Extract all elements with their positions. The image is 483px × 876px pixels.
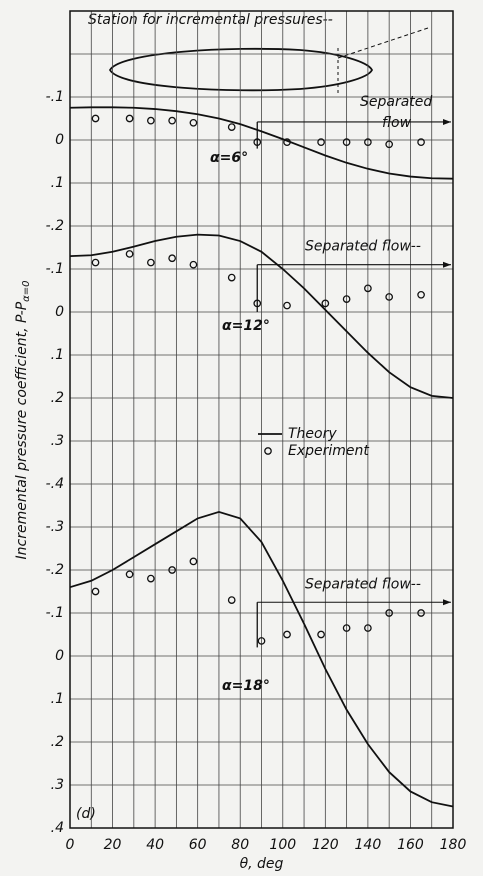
experiment-point: [385, 140, 394, 149]
separation-label: flow: [382, 115, 412, 131]
y-tick-label: .1: [51, 347, 64, 363]
y-tick-label: .4: [51, 820, 64, 836]
experiment-point: [147, 258, 155, 267]
station-leader: [337, 27, 429, 59]
experiment-point: [125, 570, 134, 579]
x-tick-label: 80: [231, 837, 249, 853]
y-tick-label: -.3: [46, 519, 64, 535]
experiment-point: [283, 630, 291, 639]
experiment-point: [91, 258, 100, 267]
y-tick-label: .2: [51, 390, 64, 406]
x-axis-title: θ, deg: [240, 856, 284, 872]
experiment-point: [168, 566, 176, 574]
y-tick-label: 0: [55, 304, 64, 320]
experiment-point: [364, 624, 372, 632]
experiment-point: [321, 299, 330, 308]
y-tick-label: -.1: [46, 605, 64, 621]
x-tick-label: 100: [269, 837, 296, 853]
y-tick-label: .2: [51, 734, 64, 750]
experiment-point: [227, 123, 236, 131]
experiment-point: [189, 118, 198, 127]
experiment-point: [283, 301, 291, 310]
experiment-point: [317, 630, 325, 639]
x-tick-label: 140: [355, 837, 382, 853]
y-tick-label: -.1: [46, 261, 64, 277]
y-tick-label: -.4: [46, 476, 64, 492]
x-tick-label: 0: [66, 837, 75, 853]
x-tick-label: 120: [312, 837, 339, 853]
theory-curve: [69, 106, 454, 180]
experiment-point: [168, 116, 176, 125]
experiment-point: [283, 138, 291, 146]
arrow-head: [443, 261, 451, 268]
legend-label: Theory: [288, 426, 337, 442]
y-axis-title-main: Incremental pressure coefficient, P-P: [14, 301, 30, 559]
experiment-point: [147, 574, 155, 583]
legend-marker: [264, 447, 272, 455]
separation-label: Separated flow--: [305, 239, 421, 255]
experiment-point: [125, 250, 134, 258]
arrow-head: [443, 599, 451, 606]
experiment-point: [342, 624, 351, 632]
experiment-point: [417, 138, 425, 146]
y-axis-title-sub: α=0: [21, 281, 32, 302]
x-tick-label: 160: [397, 837, 424, 853]
experiment-point: [364, 138, 372, 146]
experiment-point: [227, 596, 236, 604]
y-tick-label: .3: [51, 777, 64, 793]
experiment-point: [342, 295, 351, 303]
experiment-point: [417, 290, 425, 299]
experiment-point: [342, 138, 351, 146]
y-tick-label: .3: [51, 433, 64, 449]
y-tick-label: .1: [51, 691, 64, 707]
theory-curve: [69, 233, 454, 399]
experiment-point: [257, 637, 266, 645]
arrow-head: [443, 118, 451, 125]
x-tick-label: 180: [440, 837, 467, 853]
experiment-point: [147, 116, 155, 125]
experiment-point: [189, 260, 198, 269]
legend-label: Experiment: [288, 443, 369, 459]
airfoil: [108, 47, 374, 92]
alpha-label: α=6°: [210, 150, 248, 166]
y-tick-label: -.1: [46, 89, 64, 105]
experiment-point: [317, 138, 325, 146]
x-tick-label: 60: [189, 837, 207, 853]
x-tick-label: 20: [104, 837, 122, 853]
plot-frame: [69, 10, 454, 829]
experiment-point: [385, 609, 394, 617]
y-tick-label: -.2: [46, 562, 65, 578]
experiment-point: [227, 273, 236, 282]
y-axis-title: Incremental pressure coefficient, P-Pα=0: [14, 281, 32, 560]
alpha-label: α=12°: [222, 318, 270, 334]
y-tick-label: 0: [55, 132, 64, 148]
panel-label: (d): [76, 806, 96, 822]
experiment-point: [91, 587, 100, 596]
y-tick-label: -.2: [46, 218, 65, 234]
experiment-point: [168, 254, 176, 263]
experiment-point: [91, 114, 100, 123]
separation-label: Separated flow--: [305, 576, 421, 592]
experiment-point: [385, 293, 394, 301]
experiment-point: [189, 557, 198, 566]
y-tick-label: .1: [51, 175, 64, 191]
experiment-point: [417, 609, 425, 617]
separation-label: Separated: [360, 94, 432, 110]
theory-curve: [69, 511, 454, 808]
alpha-label: α=18°: [222, 678, 270, 694]
y-tick-label: 0: [55, 648, 64, 664]
x-tick-label: 40: [146, 837, 164, 853]
experiment-point: [364, 284, 372, 293]
station-label: Station for incremental pressures--: [88, 12, 333, 28]
experiment-point: [125, 114, 134, 123]
